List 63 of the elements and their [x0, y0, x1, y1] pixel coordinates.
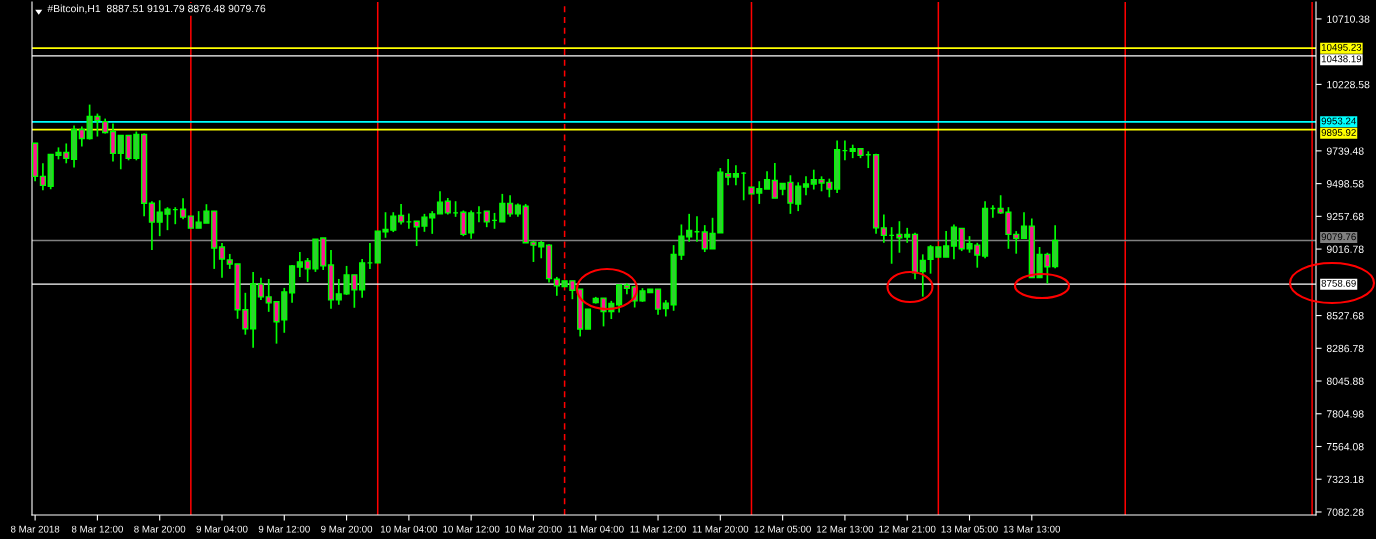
y-tick-label: 8045.88	[1326, 377, 1364, 385]
y-tick-label: 7082.28	[1326, 508, 1364, 516]
x-tick-label: 10 Mar 04:00	[380, 525, 438, 533]
chart-title: #Bitcoin,H1 8887.51 9191.79 8876.48 9079.76	[47, 4, 266, 14]
x-tick-label: 12 Mar 13:00	[817, 525, 874, 533]
y-tick-label: 7323.18	[1326, 475, 1364, 484]
candlestick	[397, 203, 405, 226]
candlestick	[78, 125, 85, 148]
ref-line-label: 9953.24	[1321, 117, 1356, 125]
y-tick-label: 7804.98	[1326, 410, 1364, 418]
candlestick	[148, 200, 156, 251]
candlestick	[725, 158, 732, 187]
candlestick	[257, 277, 265, 301]
candlestick	[1020, 211, 1028, 240]
candlestick	[499, 193, 506, 223]
ref-line-label: 9079.76	[1321, 233, 1356, 241]
candlestick	[654, 288, 662, 316]
y-tick-label: 10228.58	[1327, 80, 1370, 89]
x-tick-label: 11 Mar 20:00	[692, 525, 749, 533]
candlestick	[39, 162, 47, 192]
x-tick-label: 10 Mar 12:00	[443, 525, 500, 533]
candlestick	[771, 162, 778, 199]
candlestick	[950, 223, 958, 261]
x-tick-label: 12 Mar 21:00	[879, 525, 936, 533]
x-tick-label: 8 Mar 12:00	[71, 525, 123, 533]
candlestick	[506, 194, 514, 218]
candlestick	[436, 190, 444, 215]
candlestick	[468, 209, 475, 240]
y-tick-label: 8527.68	[1326, 312, 1364, 320]
x-tick-label: 9 Mar 04:00	[196, 525, 248, 533]
candlestick	[179, 197, 187, 220]
candlestick	[919, 253, 926, 298]
y-tick-label: 7564.08	[1326, 443, 1364, 451]
x-tick-label: 13 Mar 05:00	[941, 525, 998, 533]
x-tick-label: 12 Mar 05:00	[754, 525, 811, 533]
candlestick	[943, 230, 950, 258]
y-tick-label: 9016.78	[1326, 245, 1364, 253]
x-tick-label: 9 Mar 12:00	[258, 525, 310, 533]
candlestick	[109, 122, 117, 163]
ref-line-label: 10438.19	[1321, 55, 1362, 63]
candlestick	[460, 209, 467, 237]
candlestick	[584, 308, 592, 330]
ref-line-label: 10495.23	[1321, 43, 1362, 51]
y-tick-label: 9257.68	[1326, 212, 1364, 221]
candlestick	[615, 284, 623, 314]
y-tick-label: 8286.78	[1326, 344, 1364, 353]
y-tick-label: 9739.48	[1326, 147, 1364, 155]
x-tick-label: 10 Mar 20:00	[505, 525, 562, 533]
candlestick	[880, 213, 887, 244]
candlestick	[802, 175, 810, 197]
candlestick	[296, 251, 303, 278]
ref-line-label: 9895.92	[1321, 129, 1356, 136]
y-tick-label: 9498.58	[1326, 180, 1364, 188]
x-tick-label: 9 Mar 20:00	[321, 525, 373, 533]
y-tick-label: 10710.38	[1327, 15, 1370, 23]
x-tick-label: 13 Mar 13:00	[1003, 525, 1061, 533]
x-tick-label: 11 Mar 12:00	[630, 525, 686, 533]
candlestick	[732, 164, 740, 187]
ref-line-label: 8758.69	[1321, 279, 1356, 287]
candlestick	[218, 242, 226, 279]
x-tick-label: 8 Mar 2018	[10, 525, 60, 533]
x-tick-label: 8 Mar 20:00	[134, 525, 186, 533]
x-tick-label: 11 Mar 04:00	[568, 525, 624, 533]
